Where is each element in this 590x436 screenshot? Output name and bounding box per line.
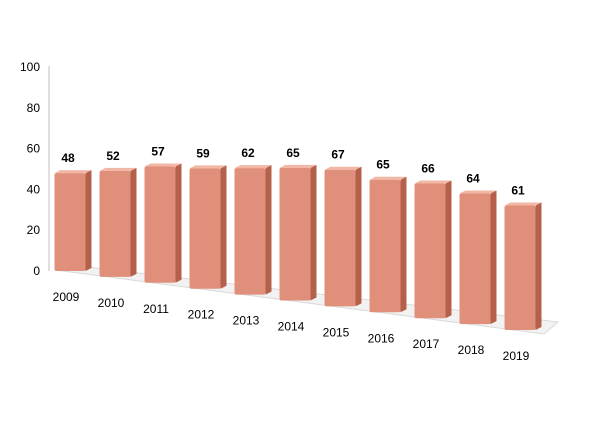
bar-top [369,176,407,180]
bar-side [310,164,317,301]
bar-2012 [189,165,227,289]
y-tick-label: 0 [33,264,40,278]
bar-side [490,190,497,325]
x-tick-label: 2013 [233,314,260,328]
bar-2011 [144,163,182,283]
data-label: 66 [421,162,435,176]
bar-front [369,179,401,313]
bars-layer [54,163,542,330]
bar-front [324,169,356,307]
data-label: 67 [331,148,345,162]
bar-front [234,168,266,295]
bar-2019 [504,202,542,330]
data-label: 61 [511,184,525,198]
bar-2014 [279,164,317,301]
bar-2018 [459,190,497,325]
data-label: 64 [466,172,480,186]
labels-layer: 48 2009 52 2010 57 2011 59 2012 62 2013 65 2014 67 20… [53,145,530,363]
bar-front [99,170,131,277]
bar-top [504,202,542,206]
data-label: 48 [61,151,75,165]
bar-side [175,163,182,283]
bar-side [535,202,542,330]
bar-top [99,167,137,171]
x-tick-label: 2014 [278,320,305,334]
y-tick-label: 100 [20,60,40,74]
x-tick-label: 2018 [458,343,485,357]
data-label: 59 [196,146,210,160]
bar-top [144,163,182,167]
bar-top [414,180,452,184]
data-label: 62 [241,146,255,160]
bar-front [504,205,536,330]
bar-2015 [324,166,362,307]
bar-top [54,170,92,174]
bar-top [234,165,272,169]
bar-top [279,164,317,168]
x-tick-label: 2016 [368,331,395,345]
y-tick-label: 60 [27,142,41,156]
y-tick-label: 40 [27,182,41,196]
y-tick-label: 80 [27,101,41,115]
bar-side [130,167,137,277]
bar-front [54,173,86,271]
bar-front [189,168,221,289]
bar-front [414,183,446,319]
bar-top [459,190,497,194]
data-label: 65 [376,158,390,172]
bar-side [265,165,272,295]
bar-side [445,180,452,319]
bar-side [355,166,362,307]
bar-front [459,193,491,325]
x-tick-label: 2009 [53,290,80,304]
bar-side [400,176,407,313]
bar-top [324,166,362,170]
bar-2017 [414,180,452,319]
x-tick-label: 2012 [188,308,215,322]
data-label: 65 [286,146,300,160]
data-label: 52 [106,149,120,163]
bar-side [220,165,227,289]
bar-2009 [54,170,92,271]
bar-side [85,170,92,271]
x-tick-label: 2011 [143,302,169,316]
y-tick-label: 20 [27,223,41,237]
x-tick-label: 2015 [323,325,350,339]
bar-2010 [99,167,137,277]
x-tick-label: 2017 [413,337,440,351]
bar-2013 [234,165,272,295]
x-tick-label: 2019 [503,349,530,363]
bar-front [144,166,176,283]
axis-layer: 0 20 40 60 80 100 [20,60,50,278]
bar-2016 [369,176,407,313]
data-label: 57 [151,145,165,159]
x-tick-label: 2010 [98,296,125,310]
bar-top [189,165,227,169]
bar-front [279,167,311,301]
